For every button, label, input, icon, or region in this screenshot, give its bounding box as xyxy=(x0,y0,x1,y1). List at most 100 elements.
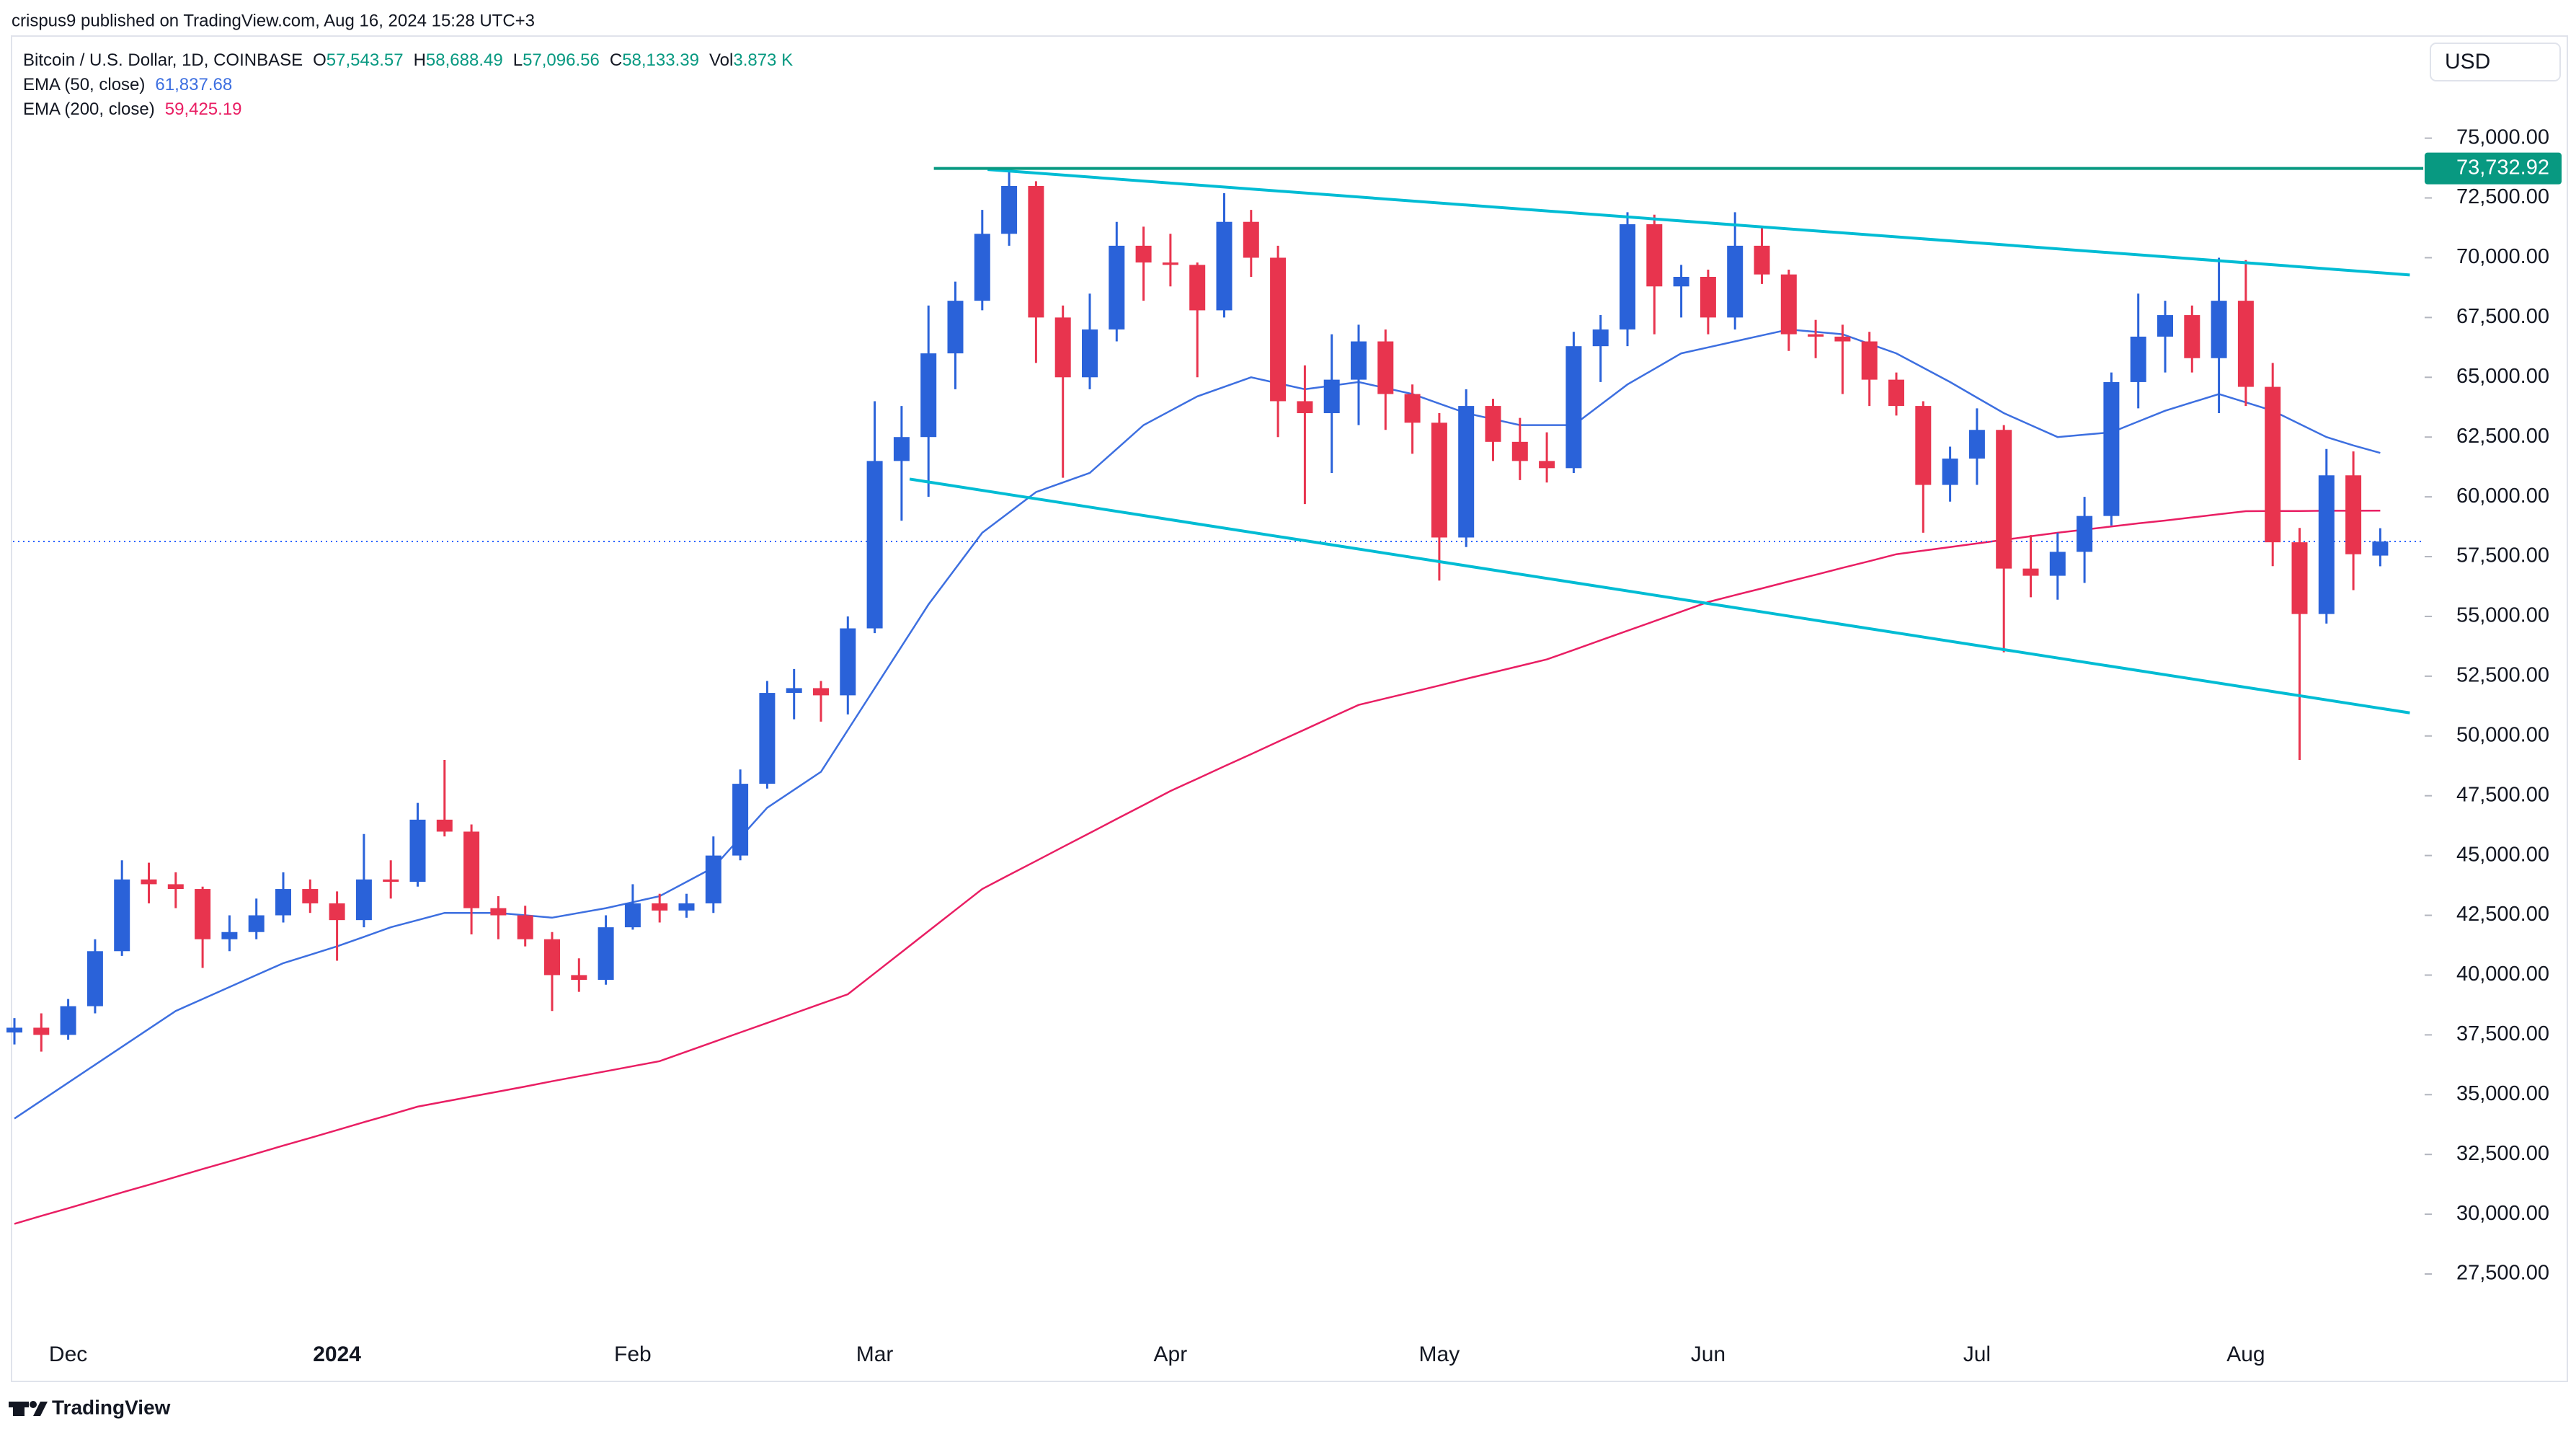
currency-box[interactable] xyxy=(2430,43,2561,81)
y-tick-label: 75,000.00 xyxy=(2456,125,2549,149)
y-tick-label: 67,500.00 xyxy=(2456,305,2549,328)
y-tick-label: 40,000.00 xyxy=(2456,963,2549,986)
trendline xyxy=(909,477,2410,714)
x-tick-label: Mar xyxy=(856,1342,894,1366)
y-tick-label: 60,000.00 xyxy=(2456,485,2549,508)
candle-body xyxy=(275,889,291,916)
y-tick-label: 72,500.00 xyxy=(2456,185,2549,208)
candle-body xyxy=(1592,329,1609,347)
candle-body xyxy=(383,879,399,882)
candle-body xyxy=(678,903,695,911)
legend-text: 59,425.19 xyxy=(165,99,242,119)
y-tick-label: 30,000.00 xyxy=(2456,1202,2549,1225)
candle-body xyxy=(2345,475,2362,554)
y-tick-label: 65,000.00 xyxy=(2456,365,2549,388)
candle-body xyxy=(86,951,103,1007)
legend-text: 57,543.57 xyxy=(327,50,404,70)
legend-row: Bitcoin / U.S. Dollar, 1D, COINBASE O57,5… xyxy=(23,50,793,70)
candle-body xyxy=(598,927,614,981)
candle-body xyxy=(1646,224,1663,287)
candle-body xyxy=(1861,341,1878,380)
candle-body xyxy=(732,784,749,856)
candle-body xyxy=(920,353,937,438)
candle-body xyxy=(221,932,238,939)
candle-body xyxy=(1028,185,1044,318)
candle-body xyxy=(114,879,130,952)
candle-body xyxy=(6,1027,22,1033)
candle-body xyxy=(1323,379,1340,414)
candle-body xyxy=(1780,274,1797,335)
candle-body xyxy=(840,628,856,696)
publisher-note: crispus9 published on TradingView.com, A… xyxy=(12,11,535,30)
ema-line xyxy=(14,509,2381,1225)
legend-text: EMA (50, close) xyxy=(23,75,145,94)
legend-text: 58,688.49 xyxy=(426,50,503,70)
candle-body xyxy=(1511,441,1528,461)
candle-body xyxy=(1189,265,1206,311)
candle-body xyxy=(409,819,426,882)
candle-body xyxy=(974,234,990,301)
candle-body xyxy=(1888,379,1904,407)
legend-text: 58,133.39 xyxy=(622,50,699,70)
ema-line xyxy=(14,328,2381,1120)
candle-body xyxy=(1942,459,1958,485)
candle-body xyxy=(2237,301,2254,387)
candle-body xyxy=(1297,401,1313,414)
candle-body xyxy=(1754,245,1770,275)
candle-body xyxy=(2372,541,2389,556)
candle-body xyxy=(1243,221,1259,258)
legend-text: C xyxy=(610,50,622,70)
candle-body xyxy=(1485,406,1501,442)
candle-body xyxy=(866,461,883,629)
candle-body xyxy=(544,939,560,975)
candle-body xyxy=(652,903,668,911)
y-tick-label: 55,000.00 xyxy=(2456,604,2549,627)
x-tick-label: Aug xyxy=(2226,1342,2265,1366)
candle-body xyxy=(786,688,802,694)
candle-body xyxy=(1216,221,1233,311)
y-tick-label: 52,500.00 xyxy=(2456,664,2549,687)
x-tick-label: Dec xyxy=(49,1342,87,1366)
candle-body xyxy=(1431,422,1447,538)
legend-row: EMA (200, close) 59,425.19 xyxy=(23,99,242,119)
candle-body xyxy=(1727,245,1744,318)
candle-body xyxy=(1673,276,1689,287)
x-tick-label: Feb xyxy=(614,1342,652,1366)
candle-body xyxy=(1620,224,1635,329)
candle-body xyxy=(1377,341,1394,394)
candle-body xyxy=(1054,317,1071,378)
candle-body xyxy=(1915,406,1932,485)
candle-body xyxy=(2022,568,2039,576)
candle-body xyxy=(1968,430,1985,459)
candle-body xyxy=(463,831,480,908)
pane-border xyxy=(11,35,2568,1382)
candle-body xyxy=(947,301,964,354)
legend-text: Vol xyxy=(709,50,733,70)
candle-body xyxy=(517,915,533,939)
candle-body xyxy=(1162,262,1178,265)
currency-label[interactable]: USD xyxy=(2445,50,2490,74)
candle-body xyxy=(705,855,721,903)
candle-body xyxy=(248,915,265,932)
legend-text: Bitcoin / U.S. Dollar, 1D, COINBASE xyxy=(23,50,303,70)
legend-text: 57,096.56 xyxy=(523,50,600,70)
candle-body xyxy=(2318,475,2335,614)
candle-body xyxy=(1270,257,1287,402)
candle-body xyxy=(329,903,345,921)
legend-text: O xyxy=(313,50,327,70)
candle-body xyxy=(1001,185,1018,234)
candle-body xyxy=(2049,552,2066,576)
y-tick-label: 50,000.00 xyxy=(2456,723,2549,746)
y-tick-label: 62,500.00 xyxy=(2456,425,2549,448)
y-tick-label: 47,500.00 xyxy=(2456,783,2549,806)
candle-body xyxy=(490,908,507,916)
candle-body xyxy=(1700,276,1716,318)
level-badge xyxy=(2425,152,2562,185)
candle-body xyxy=(355,879,372,921)
candle-body xyxy=(1351,341,1367,380)
x-tick-label: Jun xyxy=(1691,1342,1726,1366)
candle-body xyxy=(2103,381,2120,516)
candle-body xyxy=(436,819,453,832)
